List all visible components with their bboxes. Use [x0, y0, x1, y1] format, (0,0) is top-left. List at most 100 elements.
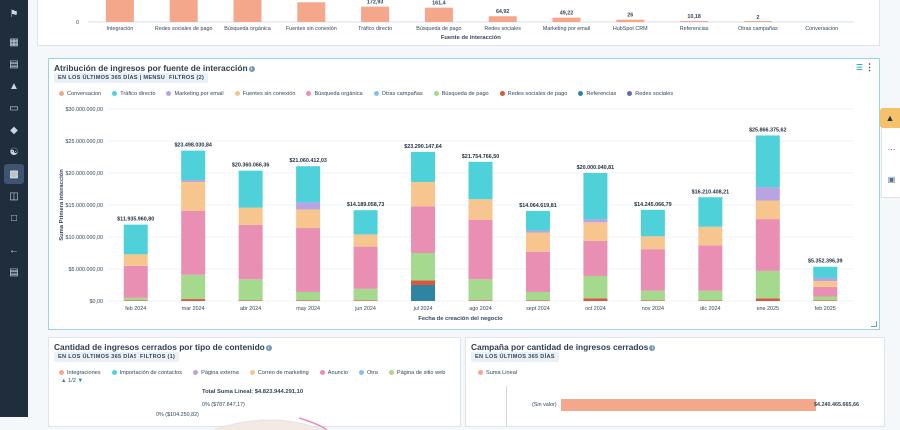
bar[interactable] — [561, 399, 816, 411]
x-tick-label: Búsqueda de pago — [416, 26, 461, 32]
data-label: 64,92 — [496, 9, 510, 15]
legend-item[interactable]: Integraciones — [59, 370, 101, 376]
bar-segment — [525, 232, 550, 252]
bar-segment — [353, 234, 378, 247]
bar-segment — [813, 277, 838, 282]
bar — [424, 7, 453, 22]
folder-icon[interactable]: □ — [10, 212, 18, 224]
bar-segment — [640, 236, 665, 250]
pager-up-icon[interactable]: ▲ — [61, 378, 67, 384]
bar — [488, 16, 517, 22]
megaphone-icon[interactable]: ▲ — [9, 80, 19, 92]
y-tick-label: $25.000.000,00 — [66, 139, 103, 145]
panel-title: Cantidad de ingresos cerrados por tipo d… — [54, 342, 272, 352]
bar — [680, 21, 709, 22]
y-axis-title: Suma Primera interacción — [59, 169, 65, 241]
chart-settings-icon[interactable]: ☰ — [855, 63, 863, 72]
legend-item[interactable]: Tráfico directo — [112, 91, 155, 97]
left-nav-sidebar: ⚑ ▦ ▤ ▲ ▭ ◆ ☯ ▩ ◫ □ ← ▤ — [0, 0, 28, 417]
bar-segment — [813, 300, 838, 301]
bar — [361, 6, 390, 22]
date-range-tag[interactable]: EN LOS ÚLTIMOS 365 DÍAS — [54, 352, 142, 362]
filters-tag[interactable]: FILTROS (2) — [165, 73, 209, 83]
sitemap-icon[interactable]: ☯ — [9, 146, 19, 158]
data-label: 49,22 — [560, 11, 574, 17]
legend-item[interactable]: Fuentes sin conexión — [234, 91, 295, 97]
x-tick-label: jun 2024 — [354, 306, 376, 312]
data-label: 161,4 — [432, 1, 446, 7]
bar-segment — [238, 279, 263, 301]
bar-segment — [296, 292, 321, 301]
bar-segment — [640, 290, 665, 301]
bar-segment — [698, 226, 723, 246]
x-tick-label: jul 2024 — [413, 306, 433, 312]
more-options-icon[interactable]: ⋮ — [865, 62, 874, 72]
y-tick-label: $0,00 — [90, 299, 104, 305]
contacts-icon[interactable]: ▤ — [9, 58, 19, 70]
info-icon[interactable]: i — [248, 65, 255, 72]
date-range-tag[interactable]: EN LOS ÚLTIMOS 365 DÍAS — [471, 352, 559, 362]
pie-total: Total Suma Lineal: $4.823.944.291,10 — [202, 389, 304, 395]
legend-item[interactable]: Búsqueda de pago — [433, 91, 489, 97]
bar — [616, 19, 645, 22]
collapse-icon[interactable]: ← — [9, 244, 19, 256]
resize-handle[interactable] — [871, 321, 877, 327]
legend-item[interactable]: Importación de contactos — [111, 370, 182, 376]
bar-segment — [755, 135, 780, 188]
info-icon[interactable]: i — [649, 344, 656, 351]
bar-segment — [238, 300, 263, 301]
legend-item[interactable]: Conversacion — [59, 91, 101, 97]
y-tick-label: $15.000.000,00 — [66, 203, 103, 209]
assistant-icon[interactable]: ▲ — [880, 108, 900, 128]
inbox-icon[interactable]: ▭ — [9, 102, 19, 114]
bar — [105, 0, 134, 22]
x-tick-label: HubSpot CRM — [613, 26, 648, 32]
legend-item[interactable]: Suma Lineal — [478, 370, 517, 376]
x-tick-label: nov 2024 — [642, 306, 664, 312]
chat-icon[interactable]: ▣ — [887, 174, 896, 184]
apps-grid-icon[interactable]: ⋯ — [887, 144, 896, 154]
reports-icon[interactable]: ▩ — [4, 164, 24, 184]
info-icon[interactable]: i — [265, 344, 272, 351]
legend-item[interactable]: Búsqueda orgánica — [306, 91, 363, 97]
bar-segment — [468, 219, 493, 280]
bar-segment — [583, 172, 608, 220]
database-icon[interactable]: ◫ — [9, 190, 19, 202]
legend-item[interactable]: Redes sociales de pago — [499, 91, 567, 97]
bookmark-icon[interactable]: ⚑ — [9, 8, 19, 20]
tag-icon[interactable]: ◆ — [10, 124, 18, 136]
y-tick-label: $20.000.000,00 — [66, 171, 103, 177]
bar-total-label: $21.060.412,03 — [289, 158, 326, 164]
bar-segment — [583, 298, 608, 301]
bar-segment — [238, 224, 263, 280]
legend-item[interactable]: Otras campañas — [373, 91, 423, 97]
bar-segment — [755, 219, 780, 271]
x-tick-label: may 2024 — [296, 306, 320, 312]
date-range-tag[interactable]: EN LOS ÚLTIMOS 365 DÍAS | MENSUAL — [54, 73, 178, 83]
legend-item[interactable]: Anuncio — [319, 370, 348, 376]
x-tick-label: ago 2024 — [469, 306, 491, 312]
legend-item[interactable]: Referencias — [578, 91, 616, 97]
bar-segment — [181, 274, 206, 300]
grid-icon[interactable]: ▦ — [9, 36, 19, 48]
data-label: 2 — [756, 15, 759, 21]
legend-item[interactable]: Otra — [358, 370, 378, 376]
x-tick-label: ene 2025 — [757, 306, 779, 312]
library-icon[interactable]: ▤ — [9, 266, 19, 278]
bar-segment — [525, 251, 550, 293]
legend-item[interactable]: Marketing por email — [166, 91, 224, 97]
x-tick-label: Búsqueda orgánica — [224, 26, 270, 32]
bar-segment — [468, 199, 493, 220]
filters-tag[interactable]: FILTROS (1) — [136, 352, 180, 362]
x-tick-label: Fuentes sin conexión — [286, 26, 337, 32]
bar-segment — [123, 300, 148, 301]
legend-item[interactable]: Redes sociales — [627, 91, 673, 97]
pager-down-icon[interactable]: ▼ — [77, 378, 83, 384]
legend-item[interactable]: Página de sitio web — [388, 370, 445, 376]
pie-label: 0% ($104.250,82) — [156, 412, 199, 418]
bar — [233, 0, 262, 22]
bar-segment — [353, 246, 378, 289]
legend-item[interactable]: Página externa — [193, 370, 239, 376]
legend-item[interactable]: Correo de marketing — [249, 370, 309, 376]
legend-pager[interactable]: ▲ 1/2 ▼ — [61, 378, 83, 384]
